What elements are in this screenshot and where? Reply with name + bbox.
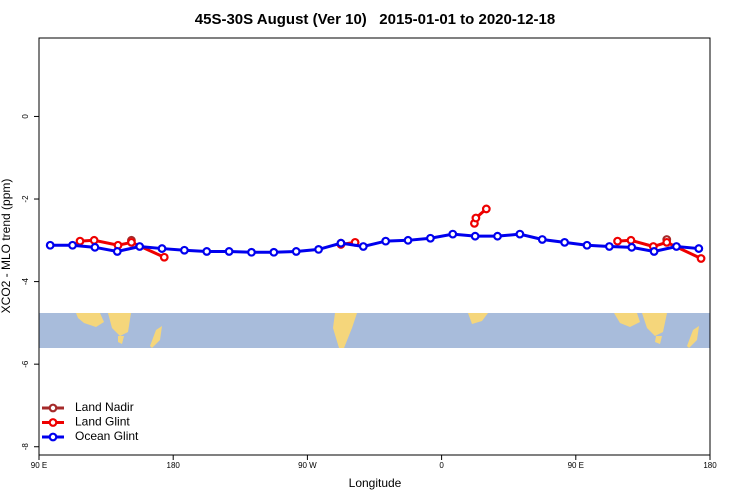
point	[627, 242, 637, 252]
point	[247, 247, 256, 257]
point	[694, 244, 704, 253]
legend-label: Ocean Glint	[75, 429, 139, 443]
point	[493, 231, 502, 241]
point	[613, 236, 622, 246]
point	[515, 229, 525, 239]
point	[291, 247, 301, 256]
y-tick-label: -6	[21, 360, 30, 368]
map-strip	[39, 313, 710, 348]
point	[68, 240, 77, 250]
land	[655, 336, 662, 344]
land	[468, 313, 488, 324]
point	[75, 236, 85, 246]
series-line	[79, 207, 702, 260]
y-axis-label: XCO2 - MLO trend (ppm)	[0, 179, 13, 314]
point	[45, 240, 55, 250]
x-axis-label: Longitude	[349, 476, 402, 490]
land	[76, 313, 104, 327]
point	[448, 229, 458, 239]
point	[426, 233, 435, 243]
point	[358, 242, 368, 251]
point	[626, 235, 636, 245]
point	[481, 204, 491, 214]
point	[672, 242, 681, 251]
point	[560, 237, 570, 247]
land	[150, 326, 162, 348]
point	[157, 244, 167, 253]
point	[604, 242, 614, 251]
land	[108, 313, 131, 336]
land	[333, 313, 357, 348]
point	[127, 237, 136, 247]
point	[696, 254, 706, 263]
land	[642, 313, 667, 336]
point	[336, 238, 346, 248]
ocean	[39, 313, 710, 348]
x-tick-label: 0	[439, 461, 444, 470]
legend-label: Land Glint	[75, 415, 130, 429]
point	[135, 242, 145, 251]
y-tick-label: 0	[21, 114, 30, 119]
point	[179, 245, 189, 255]
point	[159, 252, 169, 262]
point	[112, 247, 122, 256]
point	[582, 240, 592, 250]
land	[614, 313, 640, 327]
point	[314, 244, 323, 254]
point	[537, 235, 547, 244]
y-tick-label: -4	[21, 277, 30, 285]
point	[202, 247, 212, 256]
legend-marker	[48, 403, 58, 413]
legend-marker	[48, 432, 58, 442]
point	[381, 236, 391, 246]
point	[224, 247, 234, 256]
point	[403, 235, 413, 245]
chart-title: 45S-30S August (Ver 10) 2015-01-01 to 20…	[195, 11, 555, 28]
x-tick-label: 180	[167, 461, 181, 470]
point	[89, 235, 99, 245]
legend-label: Land Nadir	[75, 400, 134, 414]
legend-marker	[48, 418, 58, 427]
point	[470, 231, 480, 241]
land	[687, 326, 699, 348]
x-tick-label: 90 W	[298, 461, 317, 470]
point	[471, 213, 481, 223]
land	[118, 336, 124, 344]
plot-frame	[38, 37, 711, 456]
point	[649, 247, 659, 256]
x-tick-label: 180	[703, 461, 717, 470]
y-tick-label: -8	[21, 443, 30, 451]
y-tick-label: -2	[21, 195, 30, 203]
x-tick-label: 90 E	[568, 461, 584, 470]
point	[662, 237, 672, 247]
x-tick-label: 90 E	[31, 461, 47, 470]
point	[269, 247, 279, 257]
point	[90, 242, 100, 252]
